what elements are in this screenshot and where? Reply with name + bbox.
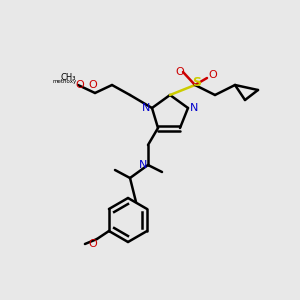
Text: O: O: [76, 80, 84, 90]
Text: O: O: [176, 67, 184, 77]
Text: methoxy: methoxy: [53, 80, 77, 85]
Text: S: S: [193, 76, 202, 89]
Text: N: N: [190, 103, 198, 113]
Text: O: O: [88, 80, 98, 90]
Text: N: N: [139, 160, 147, 170]
Text: O: O: [88, 239, 97, 249]
Text: CH₃: CH₃: [60, 73, 76, 82]
Text: O: O: [208, 70, 217, 80]
Text: N: N: [142, 103, 150, 113]
